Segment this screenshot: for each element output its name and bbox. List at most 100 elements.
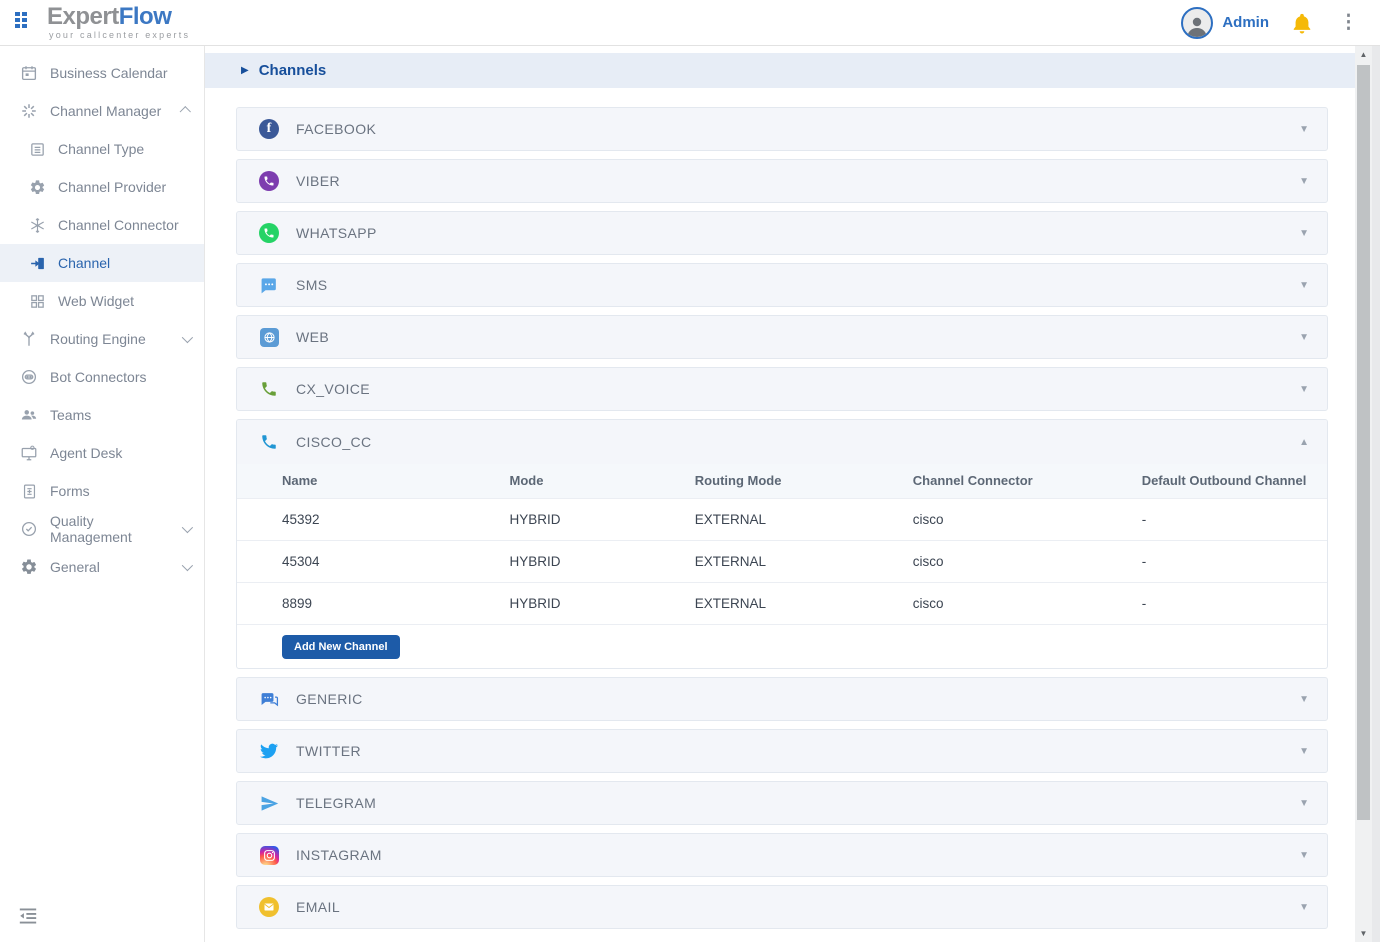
cell-channel-connector: cisco <box>912 497 1142 540</box>
sidebar-item-bot-connectors[interactable]: Bot Connectors <box>0 358 204 396</box>
sidebar-item-agent-desk[interactable]: Agent Desk <box>0 434 204 472</box>
telegram-icon <box>259 793 279 813</box>
sidebar-item-label: Agent Desk <box>50 445 123 461</box>
sidebar-item-channel-provider[interactable]: Channel Provider <box>0 168 204 206</box>
agent-desk-icon <box>20 444 38 462</box>
avatar <box>1181 6 1214 39</box>
sidebar-item-label: Teams <box>50 407 92 423</box>
cell-name: 8899 <box>237 581 510 624</box>
cisco-channels-table: Name Mode Routing Mode Channel Connector… <box>237 464 1327 624</box>
top-header: ExpertFlow your callcenter experts Admin… <box>0 0 1380 46</box>
form-icon <box>20 482 38 500</box>
sidebar-item-label: Channel <box>58 255 111 271</box>
cell-channel-connector: cisco <box>912 581 1142 624</box>
column-header-routing-mode: Routing Mode <box>694 464 913 498</box>
expertflow-logo: ExpertFlow your callcenter experts <box>14 5 190 40</box>
caret-down-icon: ▼ <box>1299 123 1309 135</box>
channel-accordion-twitter[interactable]: TWITTER ▼ <box>236 729 1328 773</box>
overflow-menu-icon[interactable]: ⋮ <box>1339 12 1358 33</box>
outer-scroll-strip <box>1372 46 1380 942</box>
add-new-channel-button[interactable]: Add New Channel <box>282 634 400 659</box>
channel-panel-cisco-cc: CISCO_CC ▲ Name Mode Routing Mode Channe… <box>236 419 1328 669</box>
channel-accordion-telegram[interactable]: TELEGRAM ▼ <box>236 781 1328 825</box>
sidebar-item-teams[interactable]: Teams <box>0 396 204 434</box>
brand-tagline: your callcenter experts <box>49 30 191 40</box>
table-row[interactable]: 45304 HYBRID EXTERNAL cisco - <box>237 539 1327 582</box>
sidebar-item-label: Channel Type <box>58 141 145 157</box>
channel-accordion-instagram[interactable]: INSTAGRAM ▼ <box>236 833 1328 877</box>
cell-routing-mode: EXTERNAL <box>694 581 913 624</box>
sidebar-item-routing-engine[interactable]: Routing Engine <box>0 320 204 358</box>
facebook-icon: f <box>259 119 279 139</box>
caret-down-icon: ▼ <box>1299 693 1309 705</box>
user-name: Admin <box>1222 14 1269 31</box>
chevron-down-icon <box>181 559 194 572</box>
phone-blue-icon <box>259 432 279 452</box>
scroll-up-arrow-icon[interactable]: ▲ <box>1359 50 1368 59</box>
caret-down-icon: ▼ <box>1299 849 1309 861</box>
gear-icon <box>20 558 38 576</box>
sidebar-item-label: Bot Connectors <box>50 369 147 385</box>
column-header-name: Name <box>237 464 510 498</box>
sidebar-item-channel-connector[interactable]: Channel Connector <box>0 206 204 244</box>
channel-label: GENERIC <box>296 691 363 707</box>
whatsapp-icon <box>259 223 279 243</box>
table-row[interactable]: 45392 HYBRID EXTERNAL cisco - <box>237 497 1327 540</box>
email-icon <box>259 897 279 917</box>
chat-bubbles-icon <box>259 689 279 709</box>
sidebar-item-label: Business Calendar <box>50 65 168 81</box>
sidebar-item-channel-manager[interactable]: Channel Manager <box>0 92 204 130</box>
channel-accordion-viber[interactable]: VIBER ▼ <box>236 159 1328 203</box>
channel-accordion-generic[interactable]: GENERIC ▼ <box>236 677 1328 721</box>
caret-down-icon: ▼ <box>1299 797 1309 809</box>
caret-down-icon: ▼ <box>1299 279 1309 291</box>
sidebar-item-forms[interactable]: Forms <box>0 472 204 510</box>
routing-engine-icon <box>20 330 38 348</box>
channel-accordion-whatsapp[interactable]: WHATSAPP ▼ <box>236 211 1328 255</box>
channel-label: EMAIL <box>296 899 341 915</box>
sidebar-item-web-widget[interactable]: Web Widget <box>0 282 204 320</box>
scrollbar-thumb[interactable] <box>1357 65 1370 820</box>
channel-accordion-cx-voice[interactable]: CX_VOICE ▼ <box>236 367 1328 411</box>
web-widget-icon <box>28 292 46 310</box>
channel-accordion-sms[interactable]: SMS ▼ <box>236 263 1328 307</box>
sidebar-item-label: Web Widget <box>58 293 134 309</box>
sidebar-item-business-calendar[interactable]: Business Calendar <box>0 54 204 92</box>
channel-accordion-cisco-cc[interactable]: CISCO_CC ▲ <box>237 420 1327 464</box>
scroll-down-arrow-icon[interactable]: ▼ <box>1359 929 1368 938</box>
caret-down-icon: ▼ <box>1299 901 1309 913</box>
channel-accordion-web[interactable]: WEB ▼ <box>236 315 1328 359</box>
channel-label: WHATSAPP <box>296 225 377 241</box>
page-title: Channels <box>258 62 327 79</box>
channel-label: CX_VOICE <box>296 381 370 397</box>
channel-label: TELEGRAM <box>296 795 377 811</box>
chevron-up-icon <box>179 106 191 118</box>
gear-icon <box>28 178 46 196</box>
channel-label: TWITTER <box>296 743 362 759</box>
breadcrumb[interactable]: ▶ Channels <box>205 53 1356 88</box>
channel-label: VIBER <box>296 173 341 189</box>
channel-accordion-email[interactable]: EMAIL ▼ <box>236 885 1328 929</box>
sidebar-item-channel-type[interactable]: Channel Type <box>0 130 204 168</box>
channel-label: FACEBOOK <box>296 121 377 137</box>
breadcrumb-arrow-icon: ▶ <box>241 65 249 76</box>
channel-connector-icon <box>28 216 46 234</box>
sidebar-item-channel[interactable]: Channel <box>0 244 204 282</box>
notifications-bell-icon[interactable] <box>1291 11 1313 35</box>
cell-mode: HYBRID <box>509 539 695 582</box>
channel-icon <box>28 254 46 272</box>
cell-default-outbound: - <box>1141 539 1327 582</box>
vertical-scrollbar[interactable]: ▲ ▼ <box>1355 46 1372 942</box>
sidebar-item-quality-management[interactable]: Quality Management <box>0 510 204 548</box>
user-menu[interactable]: Admin <box>1181 6 1269 39</box>
sms-icon <box>259 275 279 295</box>
chevron-down-icon <box>181 521 194 534</box>
channel-label: SMS <box>296 277 328 293</box>
table-row[interactable]: 8899 HYBRID EXTERNAL cisco - <box>237 581 1327 624</box>
channel-accordion-facebook[interactable]: f FACEBOOK ▼ <box>236 107 1328 151</box>
channel-label: INSTAGRAM <box>296 847 382 863</box>
sidebar-collapse-icon[interactable] <box>18 907 38 930</box>
calendar-icon <box>20 64 38 82</box>
robot-icon <box>20 368 38 386</box>
sidebar-item-general[interactable]: General <box>0 548 204 586</box>
